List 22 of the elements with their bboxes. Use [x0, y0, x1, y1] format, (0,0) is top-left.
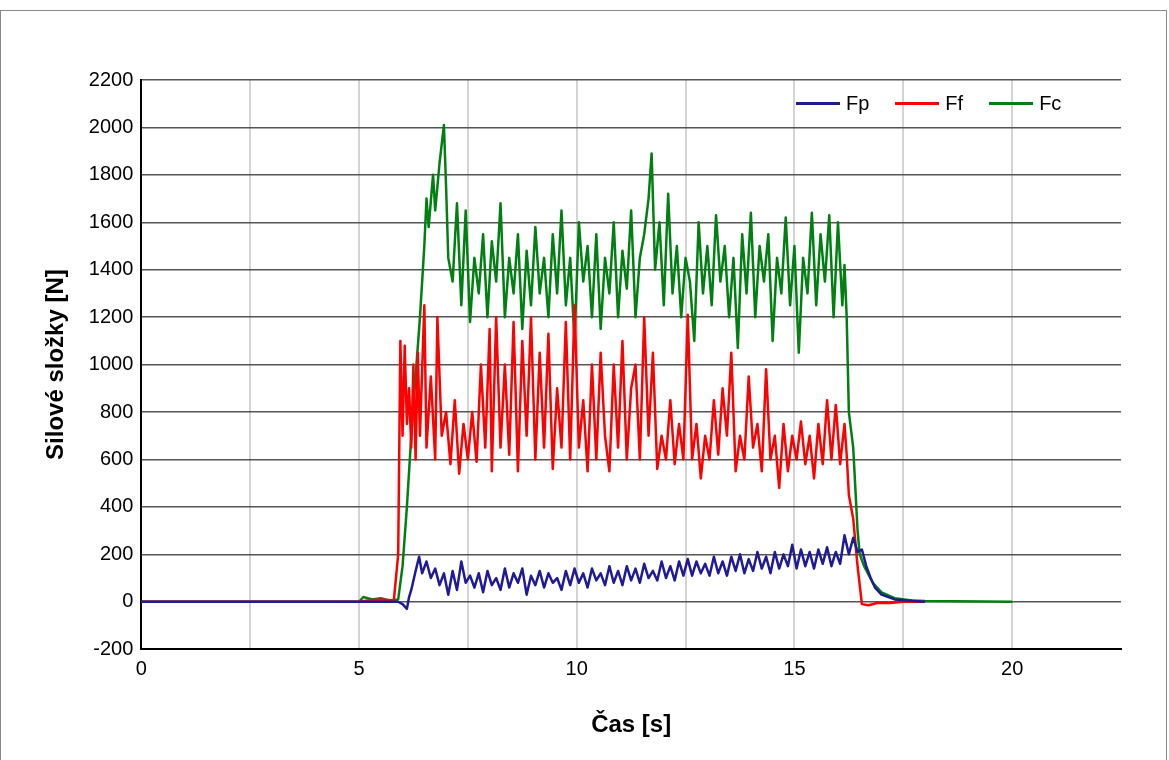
- legend-label: Ff: [945, 92, 964, 115]
- x-tick-label: 15: [783, 656, 806, 679]
- y-tick-label: 2200: [88, 67, 134, 90]
- y-axis-title: Silové složky [N]: [41, 269, 69, 460]
- legend-label: Fc: [1039, 92, 1062, 115]
- y-tick-label: 1200: [88, 304, 134, 327]
- y-tick-label: 2000: [88, 114, 134, 137]
- y-tick-label: 200: [99, 541, 134, 564]
- legend-label: Fp: [846, 92, 870, 115]
- y-tick-label: 1600: [88, 209, 134, 232]
- y-tick-label: -200: [93, 636, 134, 659]
- y-tick-label: 1400: [88, 257, 134, 280]
- y-tick-label: 1000: [88, 352, 134, 375]
- x-axis-title: Čas [s]: [591, 710, 672, 738]
- y-tick-label: 800: [99, 399, 134, 422]
- y-tick-label: 1800: [88, 162, 134, 185]
- y-tick-label: 600: [99, 446, 134, 469]
- x-tick-label: 5: [353, 656, 365, 679]
- y-tick-label: 0: [122, 589, 134, 612]
- y-tick-label: 400: [99, 494, 134, 517]
- x-tick-label: 20: [1001, 656, 1024, 679]
- x-tick-label: 10: [565, 656, 588, 679]
